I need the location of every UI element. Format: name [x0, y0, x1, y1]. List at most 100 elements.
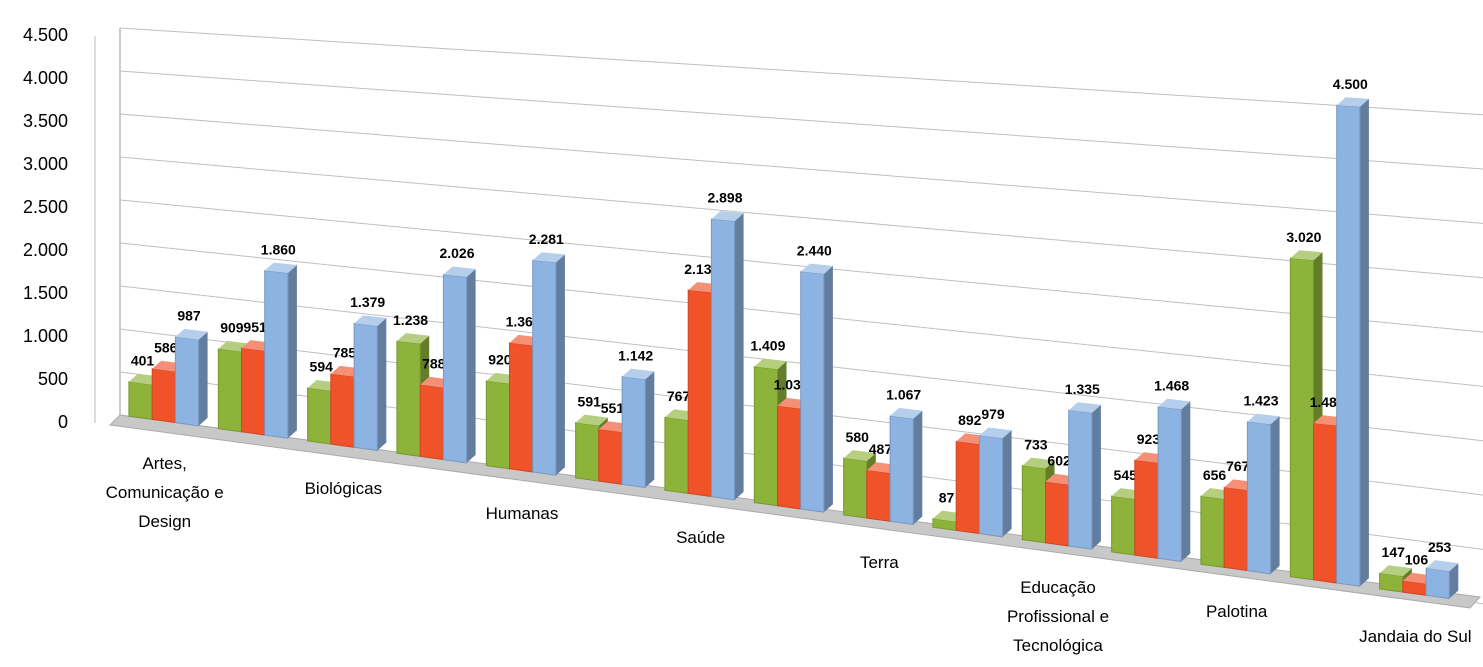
bar: [307, 387, 332, 445]
bar: [1425, 567, 1450, 600]
data-label: 909: [220, 320, 244, 336]
y-tick-label: 4.500: [23, 25, 68, 45]
bar-side: [1002, 430, 1012, 537]
bar: [1223, 486, 1248, 572]
x-tick-label: Palotina: [1205, 602, 1268, 622]
bar-side: [1091, 404, 1101, 550]
bar-top: [1022, 457, 1055, 469]
bar: [396, 340, 421, 457]
grid-line: [119, 156, 1483, 279]
data-label: 2.898: [707, 190, 742, 206]
bar-top: [396, 333, 430, 344]
x-tick-label: Artes, Comunicação e Design: [105, 454, 224, 532]
data-label: 767: [1226, 458, 1250, 474]
x-tick-label: Biológicas: [304, 478, 383, 498]
data-label: 147: [1382, 544, 1406, 560]
bar-top: [979, 427, 1012, 439]
bar-side: [823, 265, 833, 513]
data-label: 987: [177, 308, 201, 324]
data-label: 1.361: [506, 314, 541, 330]
bar: [1134, 459, 1159, 559]
bar-side: [466, 269, 476, 463]
data-label: 788: [422, 355, 446, 371]
bar: [174, 336, 200, 427]
data-label: 487: [869, 441, 893, 457]
bar-side: [1449, 563, 1459, 599]
bar: [1068, 409, 1093, 550]
data-label: 1.423: [1243, 392, 1278, 408]
grid-line: [119, 199, 1483, 333]
bar-side: [1181, 401, 1191, 562]
bar-side: [1270, 416, 1280, 574]
data-label: 1.468: [1154, 377, 1189, 393]
data-label: 545: [1114, 467, 1138, 483]
data-label: 2.131: [684, 261, 719, 277]
bar: [866, 469, 891, 522]
bar-top: [890, 407, 923, 419]
bar-top: [843, 450, 876, 461]
data-label: 979: [981, 406, 1005, 422]
bar: [1157, 406, 1182, 563]
bar: [353, 322, 378, 452]
bar-top: [711, 211, 744, 222]
x-tick-label: Educação Profissional e Tecnológica: [1006, 577, 1110, 655]
bar: [419, 384, 444, 461]
bar-top: [1379, 565, 1412, 577]
data-label: 1.335: [1065, 381, 1100, 397]
data-label: 586: [154, 339, 178, 355]
y-tick-label: 2.500: [23, 197, 68, 217]
bar-side: [198, 331, 208, 426]
bar-top: [175, 328, 208, 340]
bar-side: [645, 371, 655, 488]
bar-top: [575, 414, 608, 426]
bar: [217, 348, 242, 433]
data-label: 951: [243, 319, 267, 335]
bar-top: [754, 358, 787, 370]
data-label: 2.281: [529, 231, 564, 247]
data-label: 106: [1405, 551, 1429, 567]
bar-side: [377, 318, 387, 451]
bar: [710, 218, 736, 501]
data-label: 1.142: [618, 347, 653, 363]
y-tick-label: 4.000: [23, 68, 68, 88]
data-label: 2.026: [439, 245, 474, 261]
bar: [128, 381, 153, 420]
data-label: 920: [488, 352, 512, 368]
bar: [330, 373, 355, 448]
y-tick-label: 1.500: [23, 283, 68, 303]
bar: [1111, 495, 1136, 556]
data-label: 1.238: [393, 312, 428, 328]
bar: [777, 405, 802, 510]
data-label: 923: [1137, 431, 1161, 447]
bar-top: [800, 263, 833, 274]
data-label: 3.020: [1286, 229, 1321, 245]
data-label: 656: [1203, 467, 1227, 483]
data-label: 580: [846, 429, 870, 445]
data-label: 591: [578, 393, 602, 409]
bar-side: [913, 410, 923, 525]
x-tick-label: Saúde: [676, 528, 726, 548]
y-tick-label: 2.000: [23, 240, 68, 260]
bar: [1246, 421, 1272, 575]
bar: [598, 428, 623, 485]
bar-top: [1068, 402, 1101, 413]
bar: [241, 347, 266, 436]
bar-side: [1359, 98, 1369, 587]
bar: [978, 434, 1004, 538]
bar: [1021, 465, 1046, 544]
data-label: 1.860: [261, 241, 296, 257]
bar: [509, 342, 534, 473]
y-tick-label: 3.000: [23, 154, 68, 174]
data-label: 892: [958, 412, 982, 428]
bar-top: [1426, 560, 1459, 572]
bar-top: [443, 266, 476, 277]
bar-top: [354, 315, 387, 326]
x-tick-label: Terra: [859, 552, 899, 572]
data-label: 1.409: [750, 337, 785, 353]
bar-side: [287, 265, 297, 439]
data-label: 1.379: [350, 294, 385, 310]
bar: [575, 422, 600, 482]
bar: [889, 415, 914, 526]
data-label: 2.440: [797, 242, 832, 258]
